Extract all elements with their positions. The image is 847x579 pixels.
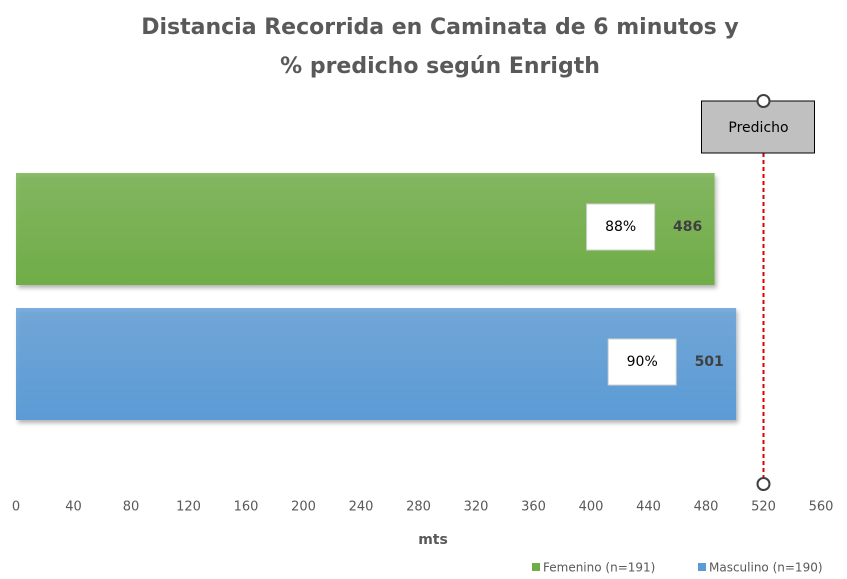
reference-box xyxy=(701,100,815,154)
legend-swatch xyxy=(698,563,706,571)
percent-box xyxy=(607,338,677,386)
percent-box xyxy=(586,203,656,251)
x-tick-label: 200 xyxy=(291,500,316,515)
x-tick-label: 400 xyxy=(579,500,604,515)
legend-swatch xyxy=(532,563,540,571)
x-tick-label: 360 xyxy=(521,500,546,515)
x-tick-label: 280 xyxy=(406,500,431,515)
x-tick-label: 560 xyxy=(809,500,834,515)
percent-label: 88% xyxy=(605,219,636,235)
x-tick-label: 0 xyxy=(12,500,20,515)
reference-label: Predicho xyxy=(728,120,788,136)
chart-title: Distancia Recorrida en Caminata de 6 min… xyxy=(141,15,739,40)
x-tick-label: 440 xyxy=(636,500,661,515)
x-tick-label: 120 xyxy=(176,500,201,515)
legend-label: Femenino (n=191) xyxy=(543,561,655,575)
x-tick-label: 520 xyxy=(751,500,776,515)
x-tick-label: 80 xyxy=(123,500,140,515)
x-tick-label: 480 xyxy=(694,500,719,515)
legend-label: Masculino (n=190) xyxy=(709,561,823,575)
chart-title: % predicho según Enrigth xyxy=(280,54,600,79)
x-tick-label: 40 xyxy=(65,500,82,515)
x-tick-label: 320 xyxy=(464,500,489,515)
value-label: 486 xyxy=(673,219,702,235)
x-axis-label: mts xyxy=(418,532,448,548)
x-tick-label: 240 xyxy=(349,500,374,515)
reference-marker xyxy=(756,94,771,108)
x-tick-label: 160 xyxy=(234,500,259,515)
reference-marker xyxy=(756,477,771,491)
percent-label: 90% xyxy=(627,354,658,370)
value-label: 501 xyxy=(695,354,724,370)
